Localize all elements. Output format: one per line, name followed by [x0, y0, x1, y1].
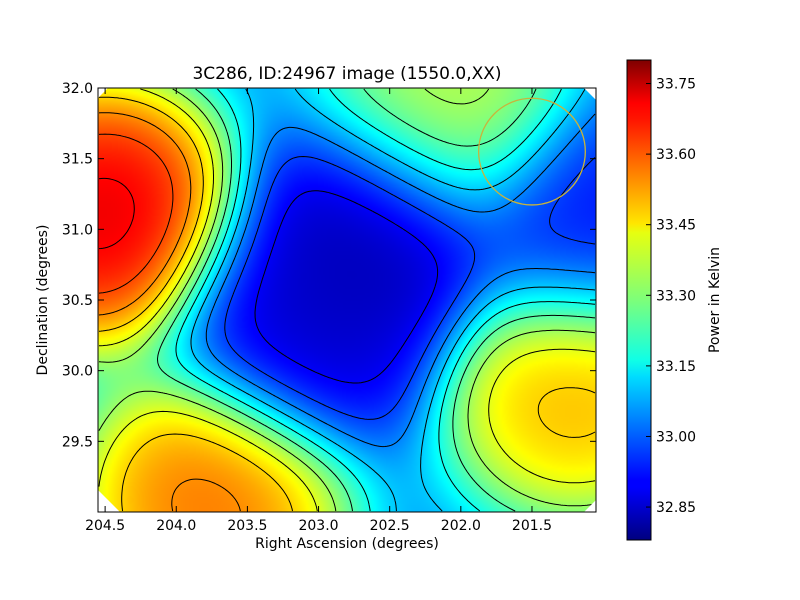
colorbar-tick-label: 32.85: [656, 500, 696, 516]
y-tick-label: 31.5: [62, 152, 93, 168]
y-tick-label: 30.5: [62, 293, 93, 309]
colorbar-tick-label: 33.60: [656, 147, 696, 163]
colorbar-axis: 32.85 33.00 33.15 33.30 33.45 33.60 33.75: [646, 77, 696, 516]
contour-lines: [98, 88, 596, 512]
y-tick-label: 29.5: [62, 434, 93, 450]
image-corner-mask-top-right: [584, 88, 596, 100]
colorbar-tick-label: 33.30: [656, 288, 696, 304]
x-tick-label: 202.0: [441, 518, 481, 534]
y-axis: 29.5 30.0 30.5 31.0 31.5 32.0: [62, 81, 596, 450]
colorbar-tick-label: 33.75: [656, 77, 696, 93]
image-corner-mask-bottom-right: [584, 500, 596, 512]
contour-line: [224, 156, 596, 420]
y-tick-label: 31.0: [62, 222, 93, 238]
contour-line: [175, 88, 596, 512]
colorbar-tick-label: 33.45: [656, 218, 696, 234]
contour-line: [98, 88, 596, 512]
contour-line: [98, 112, 241, 512]
contour-line: [98, 177, 135, 250]
contour-line: [98, 88, 596, 512]
x-tick-label: 204.0: [156, 518, 196, 534]
x-tick-label: 202.5: [370, 518, 410, 534]
colorbar-tick-label: 33.00: [656, 429, 696, 445]
y-tick-label: 30.0: [62, 364, 93, 380]
x-axis-label: Right Ascension (degrees): [255, 536, 439, 552]
contour-line: [254, 190, 439, 384]
image-corner-mask-bottom-left: [98, 490, 120, 512]
x-tick-label: 201.5: [512, 518, 552, 534]
contour-line: [98, 96, 596, 512]
contour-line: [205, 113, 596, 448]
contour-line: [190, 88, 596, 512]
chart-title: 3C286, ID:24967 image (1550.0,XX): [192, 64, 501, 84]
contour-line: [98, 133, 174, 294]
y-tick-label: 32.0: [62, 81, 93, 97]
y-axis-label: Declination (degrees): [35, 225, 51, 376]
contour-line: [157, 88, 596, 512]
x-axis: 204.5 204.0 203.5 203.0 202.5 202.0 201.5: [85, 88, 552, 534]
colorbar-tick-label: 33.15: [656, 359, 696, 375]
highlight-circle: [477, 97, 586, 206]
colorbar-label: Power in Kelvin: [707, 247, 723, 353]
x-tick-label: 204.5: [85, 518, 125, 534]
heatmap-image: [98, 88, 596, 512]
x-tick-label: 203.5: [227, 518, 267, 534]
colorbar: [626, 59, 652, 541]
x-tick-label: 203.0: [298, 518, 338, 534]
